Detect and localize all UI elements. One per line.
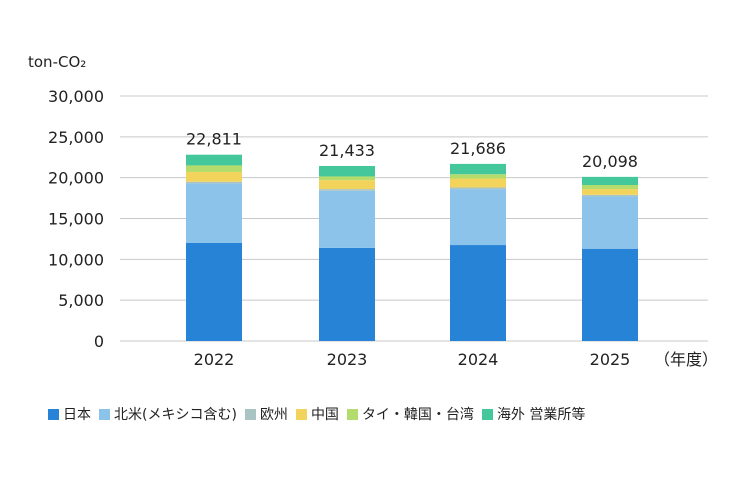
y-tick-label: 0	[94, 332, 104, 351]
legend: 日本 北米(メキシコ含む) 欧州 中国 タイ・韓国・台湾 海外 営業所等	[48, 404, 728, 424]
bar-segment	[582, 194, 638, 197]
bar-segment	[450, 178, 506, 188]
legend-swatch	[346, 408, 358, 420]
legend-item: 海外 営業所等	[481, 404, 586, 424]
bar-segment	[319, 247, 375, 341]
legend-item: 北米(メキシコ含む)	[99, 404, 237, 424]
legend-item: 欧州	[244, 404, 288, 424]
x-tick-label: 2022	[194, 350, 235, 369]
legend-item: 日本	[48, 404, 91, 424]
bar-total-label: 21,686	[450, 139, 506, 158]
legend-label: 欧州	[259, 407, 288, 423]
bar-segment	[186, 243, 242, 341]
y-axis-ticks: 0 5,000 10,000 15,000 20,000 25,000 30,000	[48, 87, 104, 351]
bar-segment	[450, 245, 506, 341]
bar-segment	[186, 183, 242, 243]
legend-item: 中国	[295, 404, 339, 424]
bar-segment	[319, 180, 375, 190]
legend-item: タイ・韓国・台湾	[346, 404, 474, 424]
bar-segment	[186, 171, 242, 182]
legend-label: 海外 営業所等	[496, 407, 586, 423]
y-tick-label: 15,000	[48, 210, 104, 229]
legend-swatch	[48, 408, 59, 420]
y-unit-label: ton-CO₂	[28, 53, 86, 71]
legend-swatch	[295, 408, 307, 420]
bar-segment	[582, 176, 638, 186]
bar-segment	[582, 189, 638, 195]
bar-segment	[582, 185, 638, 190]
x-tick-label: 2025	[590, 350, 631, 369]
y-tick-label: 20,000	[48, 169, 104, 188]
bar-total-label: 20,098	[582, 152, 638, 171]
legend-swatch	[481, 408, 493, 420]
bar-segment	[319, 190, 375, 248]
bar-total-label: 22,811	[186, 130, 242, 149]
legend-swatch	[99, 408, 110, 420]
bar-segment	[450, 163, 506, 175]
bar-segment	[186, 165, 242, 172]
bar-total-label: 21,433	[319, 141, 375, 160]
bar-segment	[319, 176, 375, 181]
bar-segment	[450, 174, 506, 179]
bar-segment	[186, 154, 242, 166]
legend-label: 中国	[310, 407, 339, 423]
legend-label: 日本	[63, 407, 91, 423]
y-tick-label: 25,000	[48, 128, 104, 147]
y-tick-label: 30,000	[48, 87, 104, 106]
legend-swatch	[244, 408, 256, 420]
x-axis-ticks: 2022 2023 2024 2025	[194, 350, 631, 369]
legend-label: 北米(メキシコ含む)	[114, 407, 237, 423]
legend-label: タイ・韓国・台湾	[361, 407, 474, 423]
bar-segment	[186, 181, 242, 184]
y-tick-label: 10,000	[48, 250, 104, 269]
bar-totals: 22,811 21,433 21,686 20,098	[186, 130, 638, 171]
bar-segment	[319, 189, 375, 191]
bar-segment	[319, 165, 375, 177]
stacked-bar-chart: ton-CO₂ 0 5,000 10,000 15,000 20,000 25,000 30…	[28, 53, 718, 369]
y-tick-label: 5,000	[58, 291, 104, 310]
bar-segment	[582, 248, 638, 341]
x-tick-label: 2023	[327, 350, 368, 369]
x-unit-label: （年度）	[654, 350, 718, 369]
bar-segment	[450, 189, 506, 246]
x-tick-label: 2024	[458, 350, 499, 369]
bar-segment	[450, 187, 506, 190]
bar-segment	[582, 196, 638, 249]
bars	[186, 154, 638, 341]
